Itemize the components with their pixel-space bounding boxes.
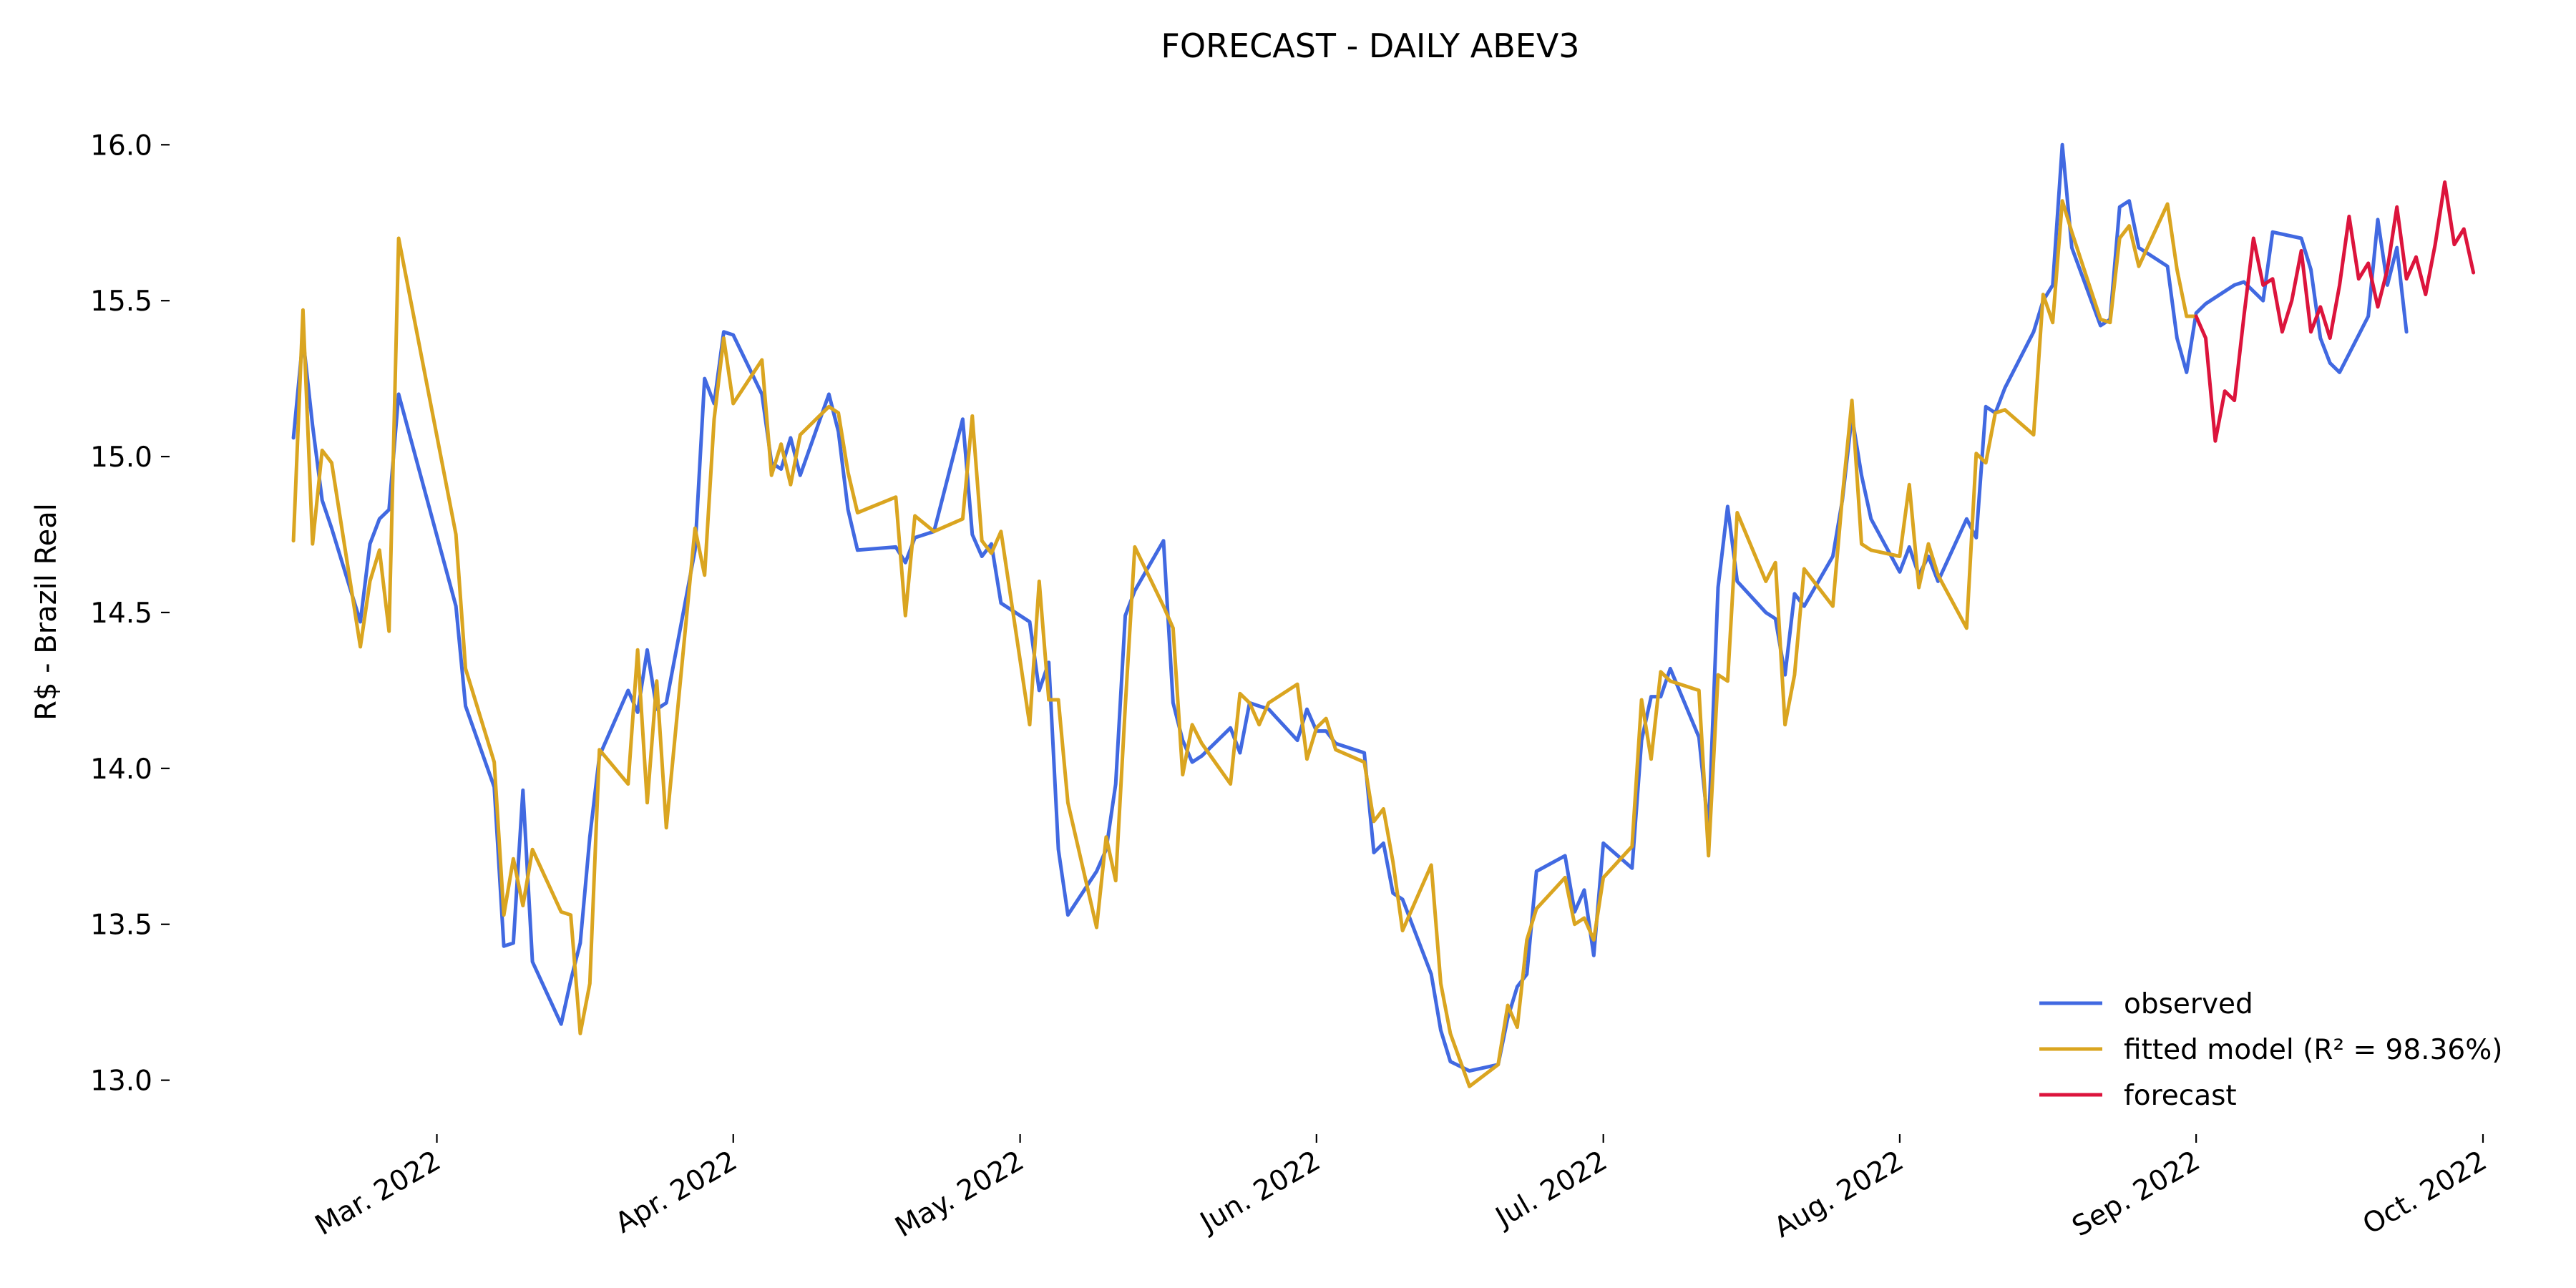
y-tick-label: 13.5 — [90, 909, 152, 942]
y-tick-label: 15.5 — [90, 286, 152, 318]
y-axis-label: R$ - Brazil Real — [30, 503, 63, 721]
y-tick-label: 15.0 — [90, 441, 152, 474]
chart-title: FORECAST - DAILY ABEV3 — [1161, 26, 1579, 65]
legend: observed fitted model (R² = 98.36%) foreca… — [2039, 988, 2502, 1112]
y-axis: 13.0 13.5 14.0 14.5 15.0 15.5 16.0 — [90, 130, 170, 1098]
y-tick-label: 13.0 — [90, 1065, 152, 1098]
x-axis: Mar. 2022 Apr. 2022 May. 2022 Jun. 2022 Jul.… — [310, 1134, 2492, 1244]
x-tick-label: Aug. 2022 — [1769, 1145, 1909, 1244]
x-tick-label: Jun. 2022 — [1194, 1145, 1326, 1240]
y-tick-label: 14.5 — [90, 597, 152, 630]
x-tick-label: Oct. 2022 — [2358, 1145, 2492, 1241]
x-tick-label: Apr. 2022 — [610, 1145, 742, 1240]
y-tick-label: 14.0 — [90, 753, 152, 786]
series-line-forecast — [2194, 180, 2476, 443]
x-tick-label: Sep. 2022 — [2067, 1145, 2206, 1244]
series-layer — [291, 142, 2476, 1088]
y-tick-label: 16.0 — [90, 130, 152, 162]
legend-entry-label: forecast — [2124, 1080, 2237, 1112]
legend-entry-label: fitted model (R² = 98.36%) — [2124, 1034, 2502, 1066]
x-tick-label: Jul. 2022 — [1488, 1145, 1612, 1235]
x-tick-label: May. 2022 — [890, 1145, 1030, 1244]
series-line-fitted — [291, 199, 2198, 1088]
legend-entry-label: observed — [2124, 988, 2253, 1020]
x-tick-label: Mar. 2022 — [310, 1145, 447, 1242]
